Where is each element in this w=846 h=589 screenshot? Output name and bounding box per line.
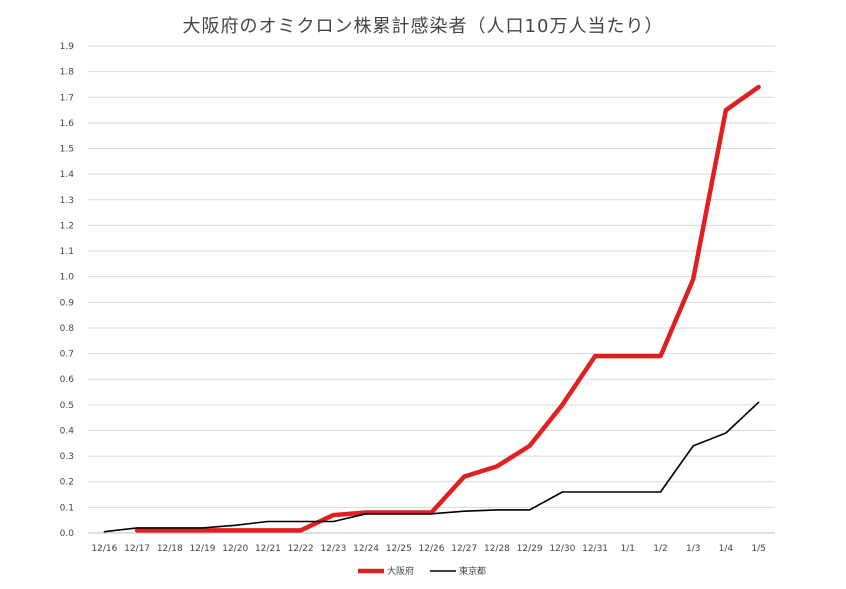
y-axis-ticks: 0.0 0.1 0.2 0.3 0.4 0.5 0.6 0.7 0.8 0.9 1.0 1.1 1.2 1…: [60, 42, 75, 539]
x-tick-label: 12/19: [190, 544, 216, 554]
y-tick-label: 1.7: [60, 93, 74, 103]
x-tick-label: 12/29: [517, 544, 543, 554]
x-tick-label: 12/26: [419, 544, 445, 554]
y-tick-label: 0.8: [60, 324, 75, 334]
x-tick-label: 1/4: [719, 544, 734, 554]
x-tick-label: 1/3: [686, 544, 700, 554]
x-axis-ticks: 12/16 12/17 12/18 12/19 12/20 12/21 12/22 12/23…: [91, 544, 765, 554]
y-tick-label: 0.6: [60, 375, 75, 385]
legend-label: 大阪府: [387, 565, 414, 577]
y-tick-label: 0.0: [60, 529, 75, 539]
y-tick-label: 1.6: [60, 119, 75, 129]
series-lines: [103, 84, 761, 533]
y-tick-label: 0.4: [60, 426, 75, 436]
x-tick-label: 12/22: [288, 544, 314, 554]
series-line-0: [134, 84, 761, 533]
gridlines: [88, 45, 775, 534]
x-tick-label: 12/31: [582, 544, 608, 554]
legend: 大阪府 東京都: [358, 565, 486, 577]
y-tick-label: 1.1: [60, 247, 74, 257]
y-tick-label: 1.0: [60, 273, 75, 283]
y-tick-label: 0.3: [60, 452, 74, 462]
chart-title: 大阪府のオミクロン株累計感染者（人口10万人当たり）: [182, 16, 664, 37]
x-tick-label: 12/28: [484, 544, 510, 554]
x-tick-label: 12/27: [451, 544, 477, 554]
x-tick-label: 12/17: [124, 544, 150, 554]
x-tick-label: 12/25: [386, 544, 412, 554]
y-tick-label: 0.1: [60, 503, 74, 513]
x-tick-label: 12/30: [549, 544, 575, 554]
x-tick-label: 12/20: [222, 544, 248, 554]
x-tick-label: 12/18: [157, 544, 183, 554]
x-tick-label: 12/21: [255, 544, 281, 554]
y-tick-label: 0.2: [60, 478, 74, 488]
y-tick-label: 1.3: [60, 196, 74, 206]
y-tick-label: 1.8: [60, 68, 75, 78]
y-tick-label: 0.5: [60, 401, 74, 411]
y-tick-label: 1.5: [60, 145, 74, 155]
x-tick-label: 12/24: [353, 544, 379, 554]
x-tick-label: 1/2: [653, 544, 667, 554]
x-tick-label: 12/23: [320, 544, 346, 554]
y-tick-label: 1.2: [60, 221, 74, 231]
y-tick-label: 0.7: [60, 350, 74, 360]
x-tick-label: 1/1: [621, 544, 635, 554]
x-tick-label: 1/5: [751, 544, 765, 554]
series-line-1: [103, 401, 760, 533]
x-tick-label: 12/16: [91, 544, 117, 554]
y-tick-label: 1.9: [60, 42, 75, 52]
legend-label: 東京都: [459, 565, 486, 577]
y-tick-label: 0.9: [60, 298, 75, 308]
y-tick-label: 1.4: [60, 170, 75, 180]
